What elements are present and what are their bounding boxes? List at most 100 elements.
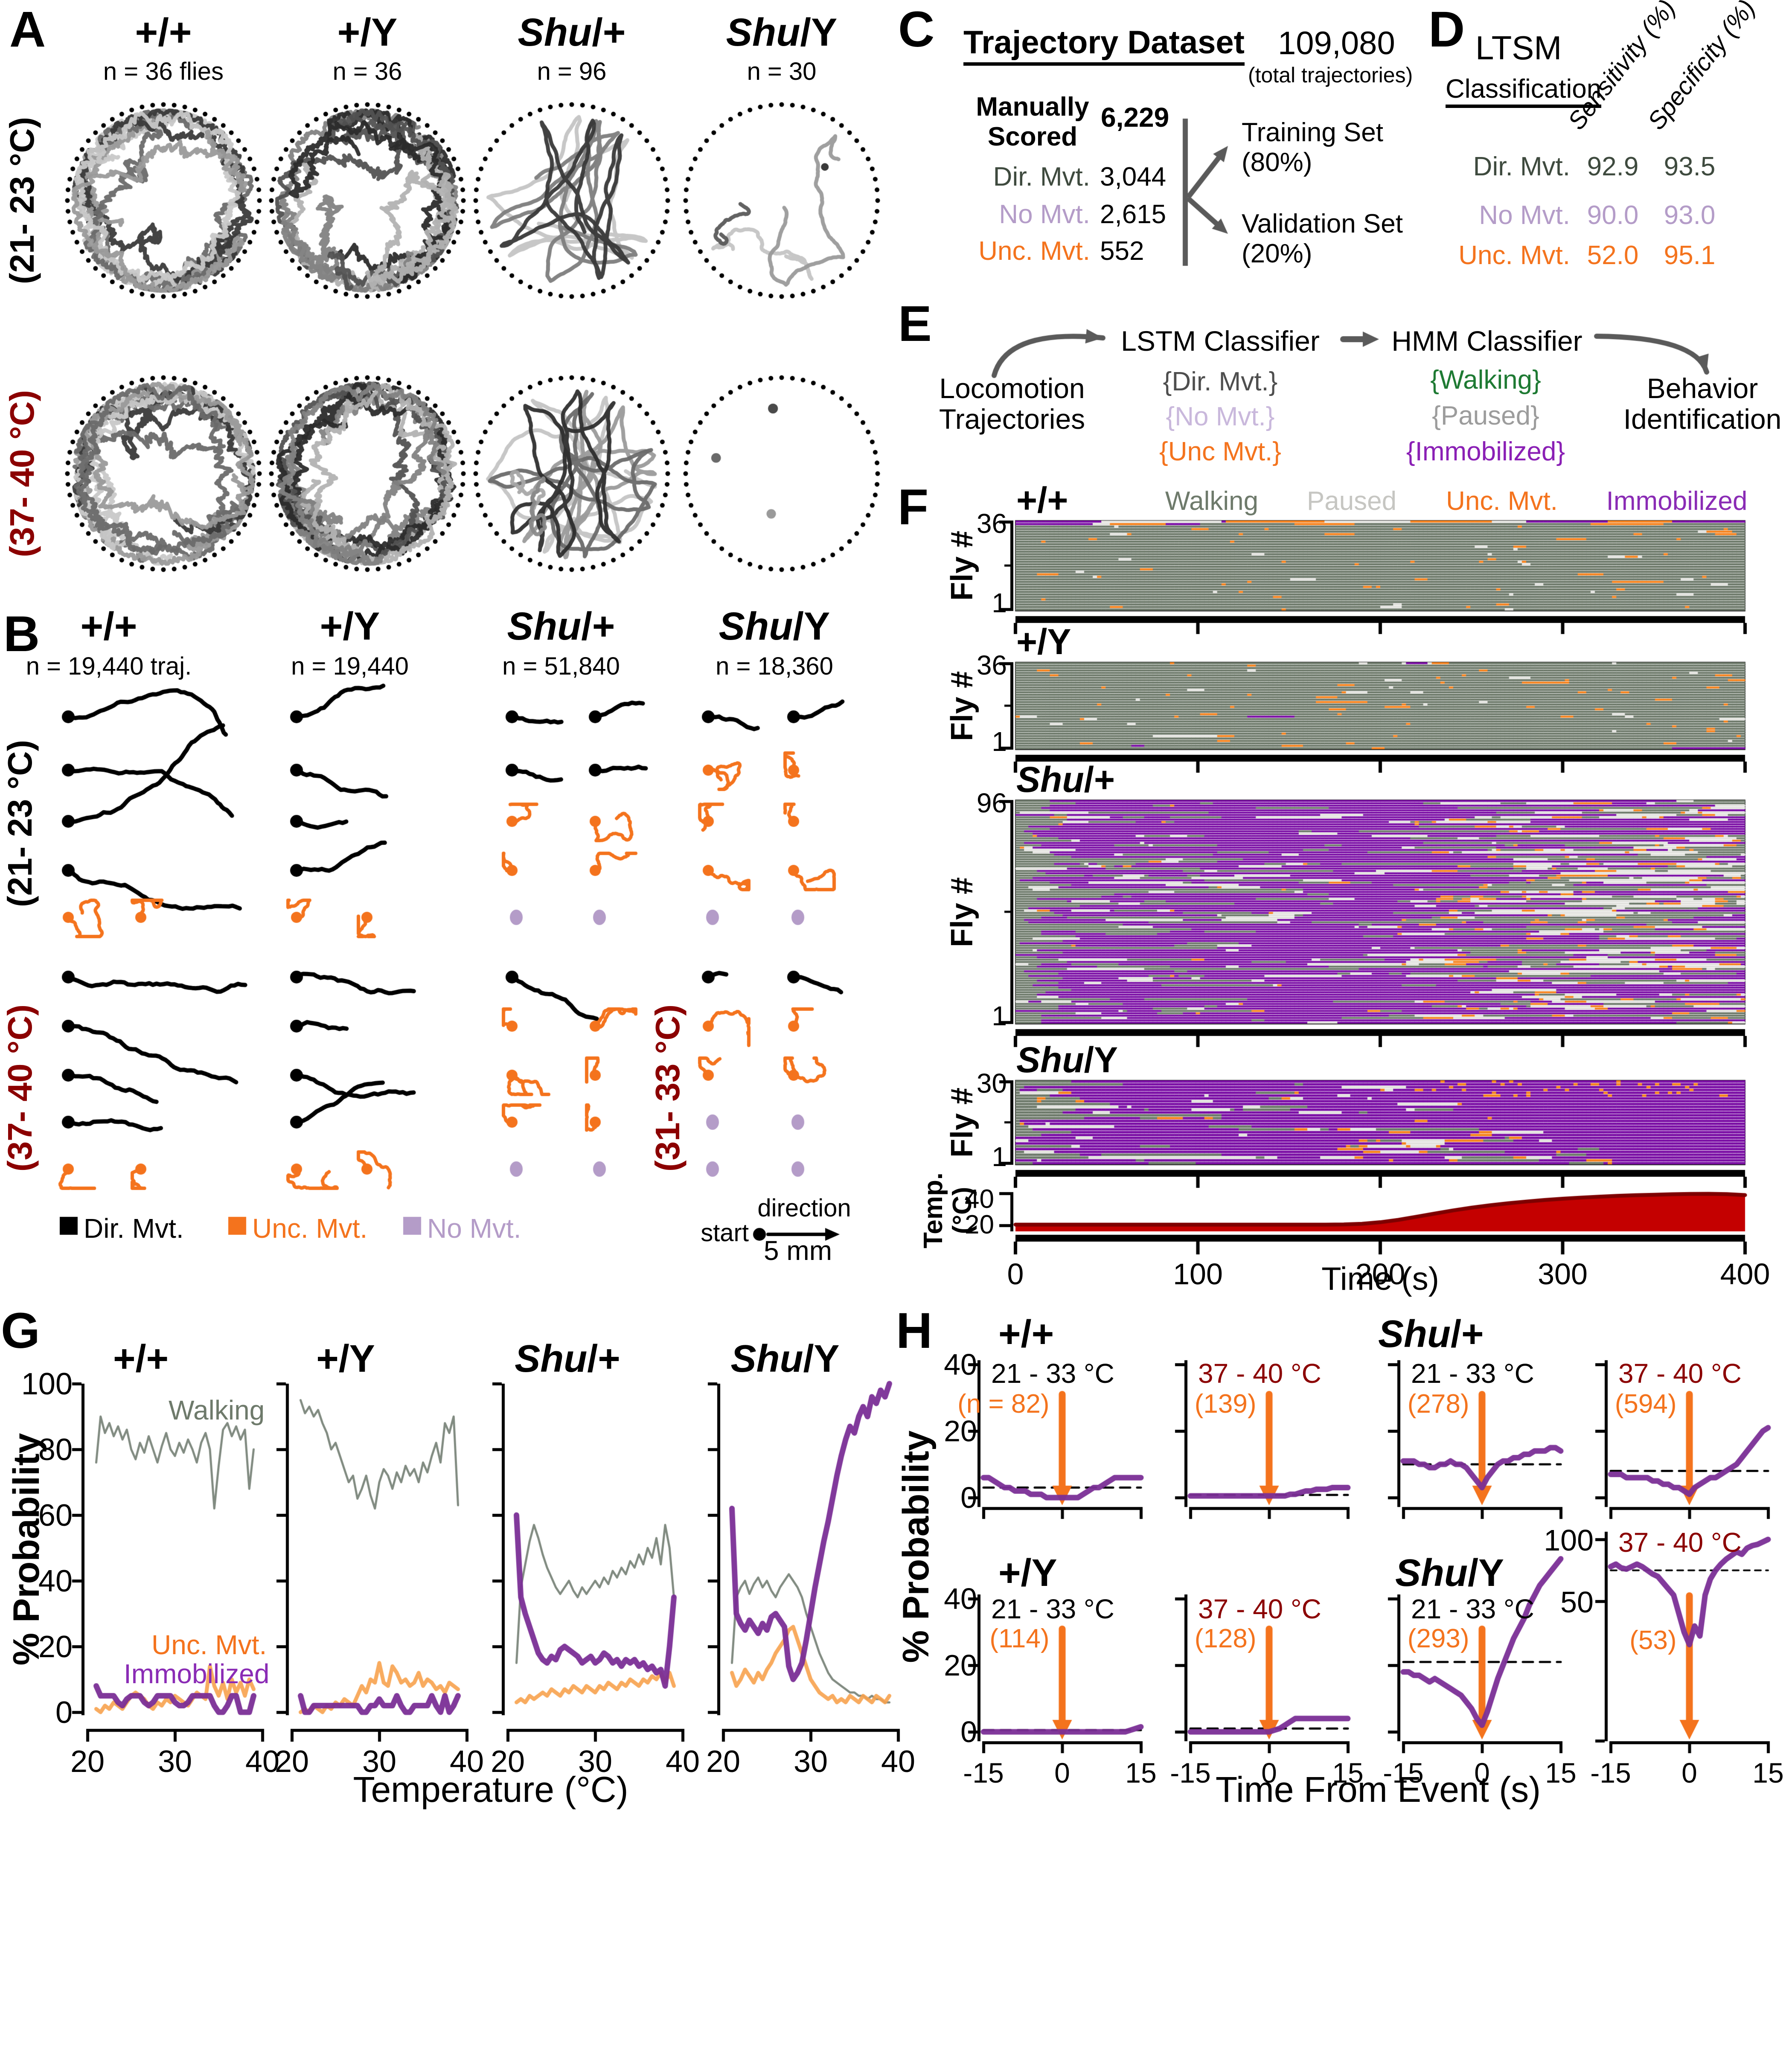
h-range-label-3: 37 - 40 °C: [1618, 1358, 1742, 1389]
f-legend-label-3: Immobilized: [1606, 486, 1748, 516]
e-hmm-output-walking: {Walking}: [1430, 365, 1541, 395]
a-col-n-1: n = 36: [332, 58, 402, 85]
g-xtick-1-1: 30: [362, 1745, 397, 1779]
h-range-label-0: 21 - 33 °C: [991, 1358, 1114, 1389]
f-temp-ytick-40: 40: [965, 1184, 994, 1214]
g-xtick-0-2: 40: [245, 1745, 280, 1779]
e-hmm-output-paused: {Paused}: [1432, 401, 1539, 431]
b-col-header-2: Shu/+: [507, 605, 615, 648]
d-row-specificity-2: 95.1: [1664, 241, 1716, 270]
h-group-header-2: +/Y: [998, 1552, 1057, 1594]
f-raster-genotype-0: +/+: [1016, 480, 1068, 520]
h-n-label-5: (128): [1194, 1624, 1257, 1653]
h-ytick-r2-1: 20: [944, 1649, 977, 1682]
f-raster-ylabel-0: Fly #: [945, 530, 979, 601]
f-legend-label-2: Unc. Mvt.: [1446, 486, 1558, 516]
e-hmm-output-immobilized: {Immobilized}: [1406, 437, 1565, 466]
g-ytick-4: 20: [38, 1630, 73, 1664]
c-scored-label-1: Manually: [976, 92, 1089, 122]
g-walking-label: Walking: [169, 1395, 265, 1425]
h-range-label-7: 37 - 40 °C: [1618, 1527, 1742, 1558]
g-ytick-2: 60: [38, 1498, 73, 1533]
c-total-sub: (total trajectories): [1248, 63, 1413, 87]
b-col-header-0: +/+: [80, 605, 137, 648]
g-xtick-3-1: 30: [793, 1745, 828, 1779]
e-lstm-output-dir-mvt: {Dir. Mvt.}: [1163, 367, 1278, 396]
f-raster-genotype-1: +/Y: [1016, 622, 1071, 662]
b-start-label: start: [701, 1219, 749, 1247]
c-row-label-dir-mvt: Dir. Mvt.: [993, 162, 1090, 192]
h-ytick-r1-0: 40: [944, 1348, 977, 1381]
c-row-value-dir-mvt: 3,044: [1100, 162, 1167, 192]
h-range-label-1: 37 - 40 °C: [1198, 1358, 1321, 1389]
d-row-label-1: No Mvt.: [1479, 201, 1570, 230]
h-xtick-1-2: 15: [1332, 1757, 1364, 1789]
c-validation-set-label: Validation Set: [1242, 209, 1403, 239]
h-xaxis-title: Time From Event (s): [1215, 1769, 1541, 1809]
f-raster-ymin-2: 1: [992, 1001, 1007, 1031]
g-header-3: Shu/Y: [730, 1338, 840, 1380]
f-temp-ylabel-1: Temp.: [919, 1172, 948, 1248]
h-xtick-1-1: 0: [1261, 1757, 1277, 1789]
c-scored-label-2: Scored: [987, 122, 1078, 151]
h-range-label-4: 21 - 33 °C: [991, 1594, 1114, 1624]
h-n-label-6: (293): [1407, 1624, 1469, 1653]
h-ytick-r1-1: 20: [944, 1414, 977, 1448]
b-col-header-3: Shu/Y: [719, 605, 830, 648]
e-lstm-output-no-mvt: {No Mvt.}: [1166, 402, 1275, 431]
e-output-line1: Behavior: [1647, 372, 1758, 404]
c-scored-value: 6,229: [1101, 102, 1169, 133]
g-immobilized-label: Immobilized: [124, 1658, 270, 1689]
h-ytick-50: 50: [1560, 1585, 1594, 1619]
h-n-label-7: (53): [1629, 1626, 1677, 1655]
e-output-line2: Identification: [1623, 403, 1782, 435]
f-xtick-1: 100: [1173, 1257, 1223, 1291]
f-raster-ymax-0: 36: [976, 508, 1007, 539]
g-xtick-2-1: 30: [578, 1745, 613, 1779]
g-xtick-2-2: 40: [665, 1745, 700, 1779]
b-col-n-2: n = 51,840: [502, 652, 620, 680]
f-raster-ylabel-2: Fly #: [945, 877, 979, 947]
c-training-set-label: Training Set: [1242, 118, 1383, 147]
g-xtick-3-2: 40: [881, 1745, 916, 1779]
h-n-label-3: (594): [1615, 1389, 1677, 1419]
panel-f-letter: F: [898, 479, 929, 535]
f-legend-label-0: Walking: [1165, 486, 1259, 516]
f-xtick-2: 200: [1355, 1257, 1405, 1291]
h-xtick-2-2: 15: [1545, 1757, 1577, 1789]
g-ytick-5: 0: [55, 1696, 73, 1730]
h-ytick-r2-0: 40: [944, 1582, 977, 1615]
a-col-n-0: n = 36 flies: [103, 58, 224, 85]
g-unc-mvt-label: Unc. Mvt.: [151, 1629, 267, 1660]
a-col-n-2: n = 96: [537, 58, 607, 85]
h-n-label-2: (278): [1407, 1389, 1469, 1419]
b-legend-label-1: Unc. Mvt.: [252, 1213, 368, 1244]
h-ytick-r1-2: 0: [960, 1481, 977, 1514]
f-raster-genotype-3: Shu/Y: [1016, 1040, 1118, 1080]
h-group-header-0: +/+: [998, 1313, 1054, 1356]
a-col-header-0: +/+: [135, 11, 192, 54]
h-n-label-4: (114): [989, 1624, 1050, 1653]
f-raster-ylabel-1: Fly #: [945, 671, 979, 741]
g-xtick-0-1: 30: [157, 1745, 192, 1779]
h-xtick-0-1: 0: [1054, 1757, 1070, 1789]
a-row-label-0: (21- 23 °C): [3, 116, 41, 285]
g-ytick-1: 80: [38, 1433, 73, 1467]
d-row-specificity-1: 93.0: [1664, 201, 1716, 230]
e-lstm-output-unc-mvt: {Unc Mvt.}: [1159, 437, 1281, 466]
b-col-n-0: n = 19,440 traj.: [26, 652, 192, 680]
b-row-label-0: (21- 23 °C): [1, 739, 39, 908]
d-row-sensitivity-1: 90.0: [1587, 201, 1639, 230]
g-xtick-0-0: 20: [70, 1745, 105, 1779]
a-row-label-1: (37- 40 °C): [3, 390, 41, 558]
g-ytick-0: 100: [21, 1367, 73, 1401]
f-legend-label-1: Paused: [1306, 486, 1397, 516]
b-col-n-1: n = 19,440: [291, 652, 409, 680]
f-raster-genotype-2: Shu/+: [1016, 759, 1115, 800]
f-raster-ymax-3: 30: [976, 1068, 1007, 1099]
h-xtick-0-2: 15: [1125, 1757, 1157, 1789]
a-col-header-3: Shu/Y: [726, 11, 838, 54]
c-row-value-no-mvt: 2,615: [1100, 200, 1167, 229]
h-xtick-3-0: -15: [1590, 1757, 1631, 1789]
b-row-label-2: (31- 33 °C): [649, 1004, 687, 1172]
